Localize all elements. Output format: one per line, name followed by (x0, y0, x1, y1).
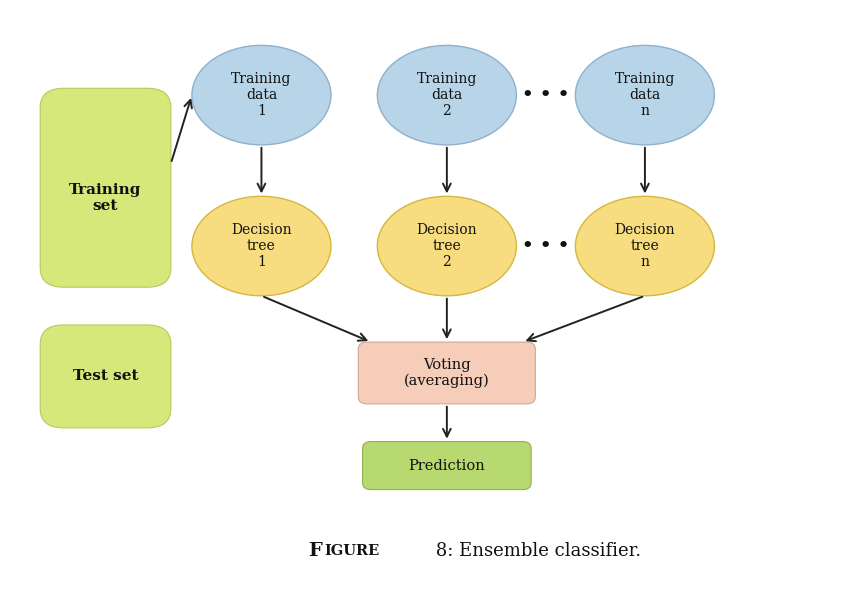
Text: Training
data
1: Training data 1 (231, 72, 292, 118)
Ellipse shape (575, 45, 715, 145)
Text: 8: Ensemble classifier.: 8: Ensemble classifier. (430, 542, 641, 560)
Text: F: F (308, 542, 322, 560)
Text: Training
data
n: Training data n (615, 72, 675, 118)
FancyBboxPatch shape (40, 88, 171, 287)
Text: Decision
tree
1: Decision tree 1 (231, 223, 292, 270)
Text: Decision
tree
2: Decision tree 2 (416, 223, 477, 270)
Ellipse shape (378, 45, 516, 145)
Ellipse shape (378, 196, 516, 296)
FancyBboxPatch shape (359, 342, 535, 404)
Ellipse shape (192, 196, 331, 296)
Text: IGURE: IGURE (325, 544, 380, 558)
FancyBboxPatch shape (363, 441, 531, 490)
Text: Voting
(averaging): Voting (averaging) (404, 358, 489, 389)
Text: Test set: Test set (73, 369, 138, 383)
FancyBboxPatch shape (40, 325, 171, 428)
Text: Training
set: Training set (70, 183, 142, 213)
Text: Decision
tree
n: Decision tree n (615, 223, 675, 270)
Text: • • •: • • • (522, 237, 569, 255)
Text: • • •: • • • (522, 86, 569, 104)
Text: Prediction: Prediction (408, 459, 485, 472)
Ellipse shape (575, 196, 715, 296)
Ellipse shape (192, 45, 331, 145)
Text: Training
data
2: Training data 2 (416, 72, 477, 118)
